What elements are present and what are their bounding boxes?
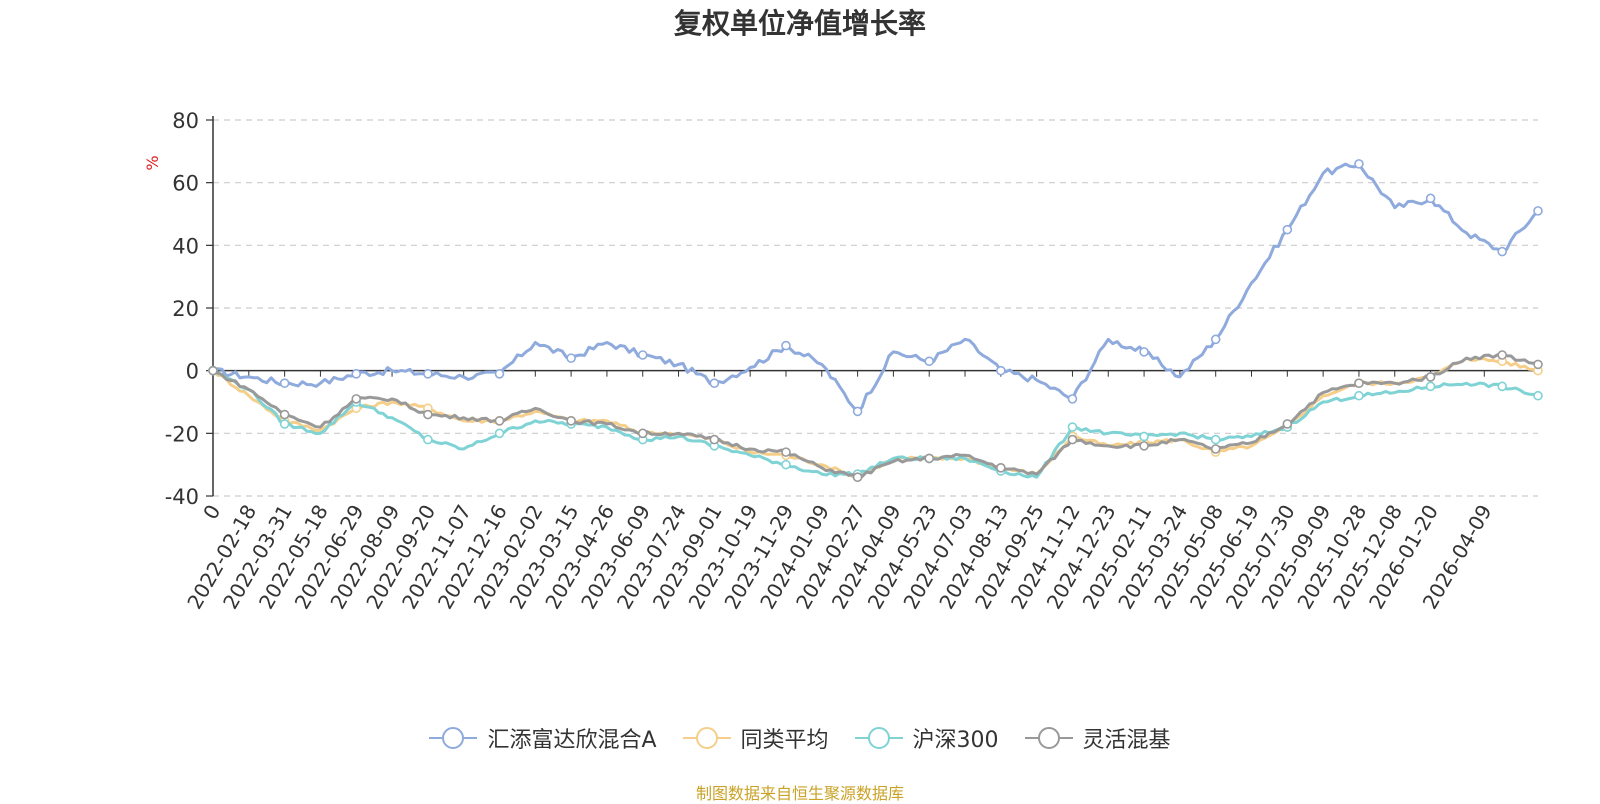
series-point xyxy=(1139,441,1149,451)
series-point xyxy=(1067,394,1078,404)
y-tick-label: 40 xyxy=(172,234,199,258)
series-point xyxy=(1497,350,1507,360)
series-point xyxy=(566,415,576,426)
series-point xyxy=(279,409,290,420)
series-point xyxy=(1139,431,1149,442)
y-tick-label: 0 xyxy=(186,360,199,384)
series-point xyxy=(279,378,290,389)
series-point xyxy=(996,365,1006,376)
y-tick-label: -40 xyxy=(165,485,199,509)
legend-marker-icon xyxy=(429,727,478,749)
legend-label: 同类平均 xyxy=(740,728,829,753)
series-point xyxy=(924,356,935,367)
series-point xyxy=(1282,419,1293,429)
series-point xyxy=(423,434,433,445)
legend-item-0[interactable]: 汇添富达欣混合A xyxy=(429,722,657,754)
series-point xyxy=(1425,372,1436,382)
series-line-1 xyxy=(211,356,1539,479)
series-point xyxy=(637,350,648,360)
series-point xyxy=(924,453,935,464)
series-point xyxy=(1354,159,1364,169)
series-point xyxy=(279,419,290,429)
chart-title: 复权单位净值增长率 xyxy=(673,7,926,40)
series-point xyxy=(1282,224,1293,235)
legend-label: 汇添富达欣混合A xyxy=(487,728,657,753)
series-point xyxy=(1497,246,1507,257)
legend-item-3[interactable]: 灵活混基 xyxy=(1024,722,1171,754)
series-point xyxy=(1210,434,1221,445)
legend-label: 灵活混基 xyxy=(1082,728,1171,753)
series-point xyxy=(709,378,720,389)
series-point xyxy=(351,368,362,379)
series-point xyxy=(852,406,863,417)
tick-labels: 806040200-20-40%02022-02-182022-03-31202… xyxy=(143,109,1497,613)
series-point xyxy=(1210,444,1221,454)
series-point xyxy=(781,340,791,351)
series-point xyxy=(423,368,433,379)
legend-marker-icon xyxy=(854,727,903,749)
axes xyxy=(206,116,1538,497)
y-tick-label: 60 xyxy=(172,172,199,196)
plot-area: 806040200-20-40%02022-02-182022-03-31202… xyxy=(143,109,1543,613)
series-line-3 xyxy=(212,353,1539,479)
legend-marker-icon xyxy=(1024,727,1073,749)
series-point xyxy=(781,447,791,457)
series-point xyxy=(566,353,576,363)
series-point xyxy=(1354,390,1364,401)
series-point xyxy=(1533,359,1543,370)
series-point xyxy=(208,365,218,376)
series-point xyxy=(351,394,362,404)
y-tick-label: 80 xyxy=(172,109,199,133)
y-tick-label: 20 xyxy=(172,297,199,321)
legend-marker-icon xyxy=(682,727,731,749)
series-point xyxy=(494,428,505,439)
series-point xyxy=(1067,434,1078,445)
series-point xyxy=(1425,381,1436,392)
series-point xyxy=(637,428,648,439)
series-point xyxy=(494,415,505,426)
series-point xyxy=(709,434,720,445)
series-point xyxy=(1354,378,1364,389)
legend-item-1[interactable]: 同类平均 xyxy=(682,722,829,754)
series-point xyxy=(996,462,1006,473)
series-line-0 xyxy=(212,162,1540,413)
series-point xyxy=(1425,193,1436,204)
legend-label: 沪深300 xyxy=(912,728,999,753)
source-note: 制图数据来自恒生聚源数据库 xyxy=(695,784,904,803)
series-point xyxy=(852,472,863,483)
series-point xyxy=(1139,347,1149,357)
series-point xyxy=(1210,334,1221,345)
series-point xyxy=(494,368,505,379)
series-point xyxy=(1497,381,1507,392)
legend-item-2[interactable]: 沪深300 xyxy=(854,722,999,754)
y-axis-unit: % xyxy=(143,155,162,170)
series-point xyxy=(1533,390,1543,401)
grid-lines xyxy=(213,119,1538,497)
series-point xyxy=(781,459,791,470)
series-point xyxy=(1533,206,1543,216)
series-point xyxy=(423,409,433,420)
series-point xyxy=(1067,422,1078,432)
legend: 汇添富达欣混合A 同类平均 沪深300 灵活混基 xyxy=(0,720,1600,756)
x-tick-label: 0 xyxy=(198,501,225,524)
y-tick-label: -20 xyxy=(165,422,199,446)
series-lines xyxy=(208,159,1543,483)
